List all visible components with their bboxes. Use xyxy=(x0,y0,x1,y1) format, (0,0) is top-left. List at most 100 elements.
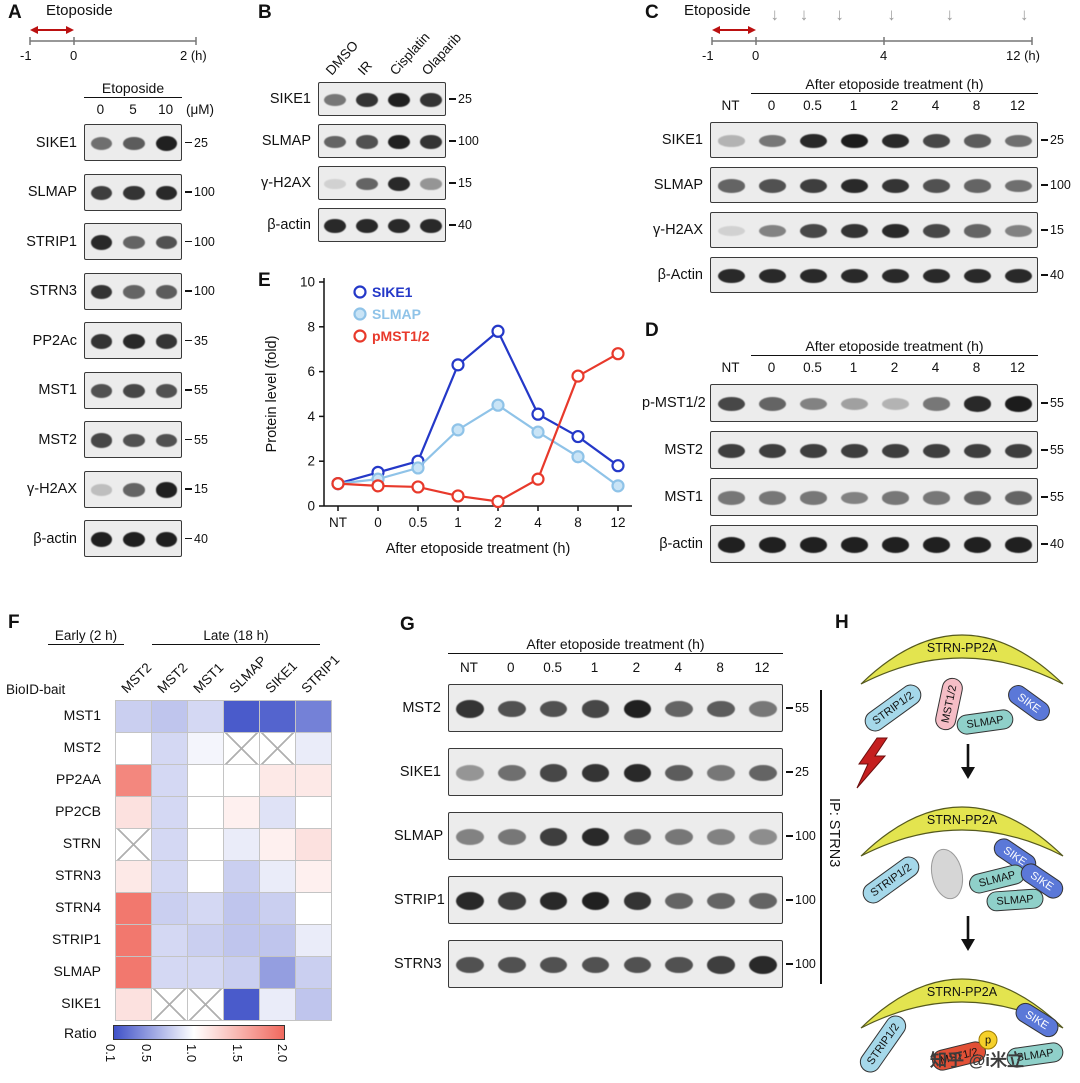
protein-band xyxy=(1004,491,1033,505)
protein-band xyxy=(881,537,910,553)
ip-bracket xyxy=(820,690,822,984)
heatmap-cell xyxy=(116,957,151,988)
panel-a-drug: Etoposide xyxy=(46,2,113,19)
antibody-label: SLMAP xyxy=(653,177,703,193)
mw-marker: 100 xyxy=(182,235,226,249)
protein-band xyxy=(1004,134,1033,148)
protein-band xyxy=(497,892,526,910)
lane-label: NT xyxy=(721,360,740,375)
heatmap-cell xyxy=(152,861,187,892)
blot-row: MST1 55 xyxy=(642,478,1080,516)
heatmap-row-labels: MST1 MST2 PP2AA PP2CB STRN STRN3 STRN4 STRIP1 SL… xyxy=(0,700,109,1020)
mw-marker: 25 xyxy=(783,765,823,779)
heatmap-cell xyxy=(296,893,331,924)
legend-marker xyxy=(353,329,367,343)
heatmap-cell xyxy=(224,797,259,828)
phospho-mst-pill: MST1/2 xyxy=(932,1041,986,1071)
mw-marker: 100 xyxy=(783,893,823,907)
blot-row: MST2 55 xyxy=(394,684,823,732)
protein-band xyxy=(356,135,378,149)
protein-band xyxy=(155,285,178,299)
protein-band xyxy=(155,135,178,152)
blot-row: p-MST1/2 55 xyxy=(642,384,1080,422)
strip-pill: STRIP1/2 xyxy=(864,684,922,732)
slmap-pill-label: SLMAP xyxy=(1016,1047,1055,1064)
protein-band xyxy=(90,484,113,496)
mw-marker: 55 xyxy=(182,433,226,447)
heatmap-cell xyxy=(152,925,187,956)
antibody-label: SLMAP xyxy=(27,184,77,200)
panel-d-lane-labels: NT 0 0.5 1 2 4 8 12 xyxy=(710,360,1038,376)
protein-band xyxy=(963,179,992,193)
mst-pill: MST1/2 xyxy=(935,677,963,731)
protein-band xyxy=(922,397,951,411)
heatmap-cell xyxy=(260,861,295,892)
protein-band xyxy=(707,892,735,910)
model-diagram: STRN-PP2A STRIP1/2 MST1/2 SLMAP SIKE STR… xyxy=(856,634,1064,1073)
y-tick-label: 4 xyxy=(307,409,315,424)
antibody-label: γ-H2AX xyxy=(27,481,77,497)
blot-row: MST2 55 xyxy=(8,421,226,458)
antibody-label: PP2Ac xyxy=(32,332,77,349)
protein-band xyxy=(1004,179,1033,193)
complex-label: STRN-PP2A xyxy=(927,813,998,827)
lane-label: NT xyxy=(459,660,478,675)
protein-band xyxy=(963,134,992,148)
data-point xyxy=(491,324,505,338)
blot-row: β-actin 40 xyxy=(642,525,1080,563)
western-blot-strip xyxy=(84,470,182,508)
western-blot-strip xyxy=(318,124,446,158)
released-mst-ghost xyxy=(930,848,964,900)
lane-label: 4 xyxy=(674,660,683,675)
panel-g-blots: MST2 55 SIKE1 25 SLMAP 100 STRIP1 100 STRN3 100 xyxy=(394,684,823,1004)
mw-marker: 100 xyxy=(182,185,226,199)
antibody-label: STRN3 xyxy=(29,283,77,299)
y-tick-label: 10 xyxy=(300,275,315,290)
heatmap-cell xyxy=(152,733,187,764)
protein-band xyxy=(922,491,951,505)
heatmap-cell xyxy=(260,829,295,860)
protein-band xyxy=(456,892,484,910)
data-point xyxy=(611,347,625,361)
protein-band xyxy=(717,135,746,147)
antibody-label: p-MST1/2 xyxy=(642,395,706,411)
protein-band xyxy=(90,185,113,201)
protein-band xyxy=(665,764,694,782)
data-point xyxy=(411,480,425,494)
protein-band xyxy=(123,136,145,151)
protein-band xyxy=(497,956,526,974)
protein-band xyxy=(922,268,951,284)
mw-marker: 15 xyxy=(1038,223,1080,237)
blot-row: SLMAP 100 xyxy=(394,812,823,860)
colorbar-label: Ratio xyxy=(64,1025,97,1041)
slmap-pill: SLMAP xyxy=(986,888,1044,912)
protein-band xyxy=(799,491,828,505)
colorbar-gradient xyxy=(113,1025,285,1040)
protein-band xyxy=(623,764,652,782)
protein-band xyxy=(388,218,410,233)
protein-band xyxy=(356,218,378,233)
protein-band xyxy=(388,176,410,191)
heatmap-cell xyxy=(188,861,223,892)
heatmap-cell xyxy=(152,957,187,988)
dna-damage-bolt-icon xyxy=(856,737,888,789)
protein-band xyxy=(123,483,145,497)
western-blot-strip xyxy=(84,124,182,161)
timeline-tick: -1 xyxy=(20,48,32,63)
timeline-tick: 0 xyxy=(752,48,760,63)
series-line xyxy=(337,329,619,485)
protein-band xyxy=(539,700,568,718)
blot-row: SIKE1 25 xyxy=(8,124,226,161)
antibody-label: β-Actin xyxy=(657,267,703,283)
lane-label: 12 xyxy=(1009,360,1026,375)
panel-c-label: C xyxy=(645,2,659,23)
panel-g-label: G xyxy=(400,614,415,635)
heatmap-row-label: STRIP1 xyxy=(51,931,101,947)
protein-band xyxy=(799,224,828,238)
antibody-label: β-actin xyxy=(659,536,703,552)
heatmap-cell xyxy=(296,829,331,860)
blot-row: SLMAP 100 xyxy=(260,124,486,158)
x-tick-label: 2 xyxy=(494,515,502,530)
protein-band xyxy=(388,92,410,108)
phospho-mark: p xyxy=(978,1030,998,1050)
